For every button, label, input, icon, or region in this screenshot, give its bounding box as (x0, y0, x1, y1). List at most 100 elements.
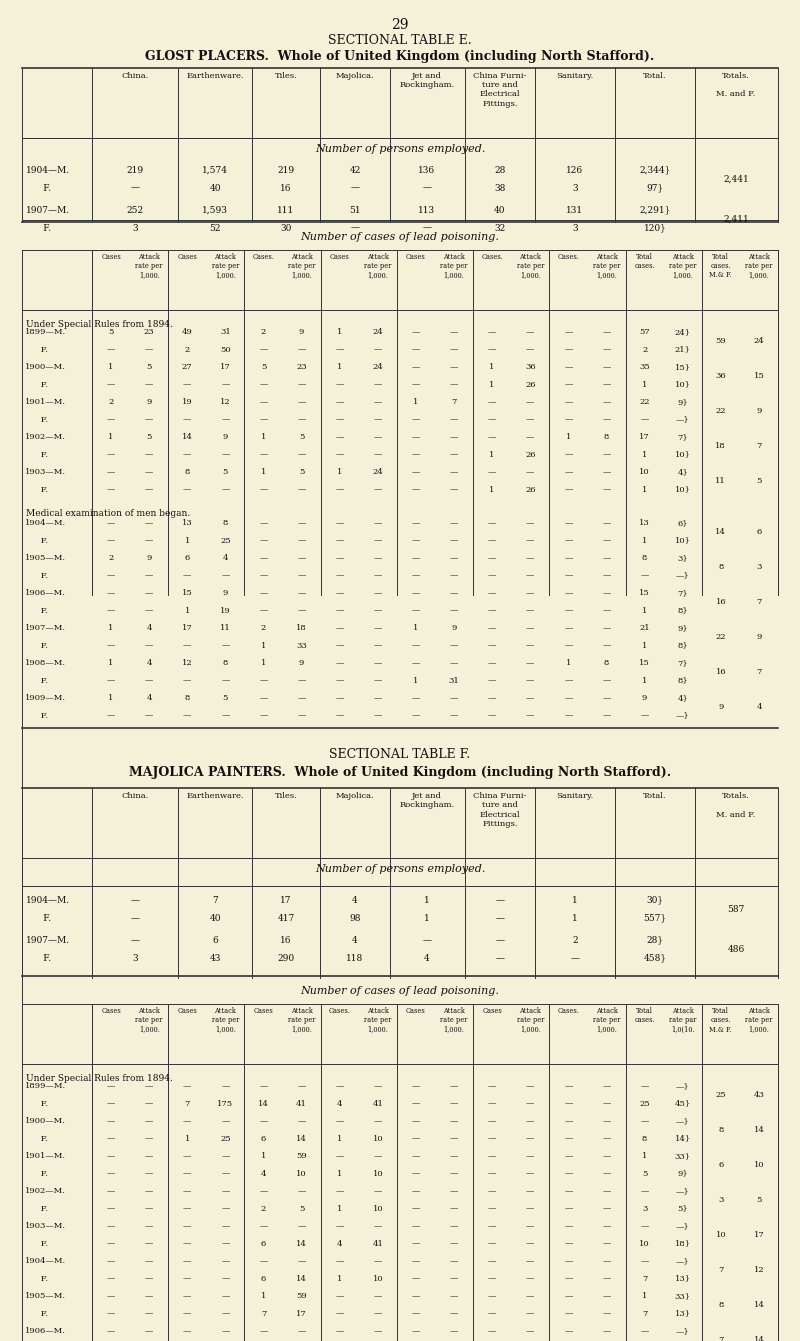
Text: 3: 3 (132, 224, 138, 232)
Text: —}: —} (676, 416, 690, 424)
Text: —: — (602, 398, 610, 406)
Text: —: — (564, 1187, 573, 1195)
Text: —: — (183, 1275, 191, 1283)
Text: —: — (488, 1082, 496, 1090)
Text: 18}: 18} (674, 1239, 690, 1247)
Text: 33}: 33} (674, 1152, 690, 1160)
Text: —: — (641, 571, 649, 579)
Text: —: — (450, 606, 458, 614)
Text: —: — (259, 416, 268, 424)
Text: 14: 14 (754, 1336, 764, 1341)
Text: —: — (488, 1187, 496, 1195)
Text: 28}: 28} (646, 936, 663, 945)
Text: 43: 43 (210, 953, 221, 963)
Text: 1908—M.: 1908—M. (25, 658, 66, 666)
Text: —: — (107, 571, 115, 579)
Text: 252: 252 (126, 205, 143, 215)
Text: —: — (374, 1117, 382, 1125)
Text: —: — (107, 1187, 115, 1195)
Text: —: — (412, 589, 420, 597)
Text: —: — (222, 571, 230, 579)
Text: 7}: 7} (678, 658, 688, 666)
Text: 17: 17 (220, 363, 230, 371)
Text: 8: 8 (642, 1134, 647, 1143)
Text: F.: F. (25, 416, 48, 424)
Text: —: — (350, 224, 359, 232)
Text: —: — (570, 953, 579, 963)
Text: 26: 26 (525, 485, 535, 493)
Text: —: — (145, 1222, 154, 1230)
Text: 15}: 15} (674, 363, 690, 371)
Text: 7: 7 (451, 398, 457, 406)
Text: —: — (183, 1258, 191, 1266)
Text: —: — (374, 658, 382, 666)
Text: 40: 40 (210, 184, 221, 193)
Text: 417: 417 (278, 913, 294, 923)
Text: 10}: 10} (674, 485, 690, 493)
Text: —: — (145, 1258, 154, 1266)
Text: —: — (107, 1100, 115, 1108)
Text: —: — (145, 519, 154, 527)
Text: —: — (412, 536, 420, 544)
Text: —: — (450, 1187, 458, 1195)
Text: —: — (107, 641, 115, 649)
Text: —: — (526, 329, 534, 337)
Text: 126: 126 (566, 165, 583, 174)
Text: 9: 9 (146, 554, 152, 562)
Text: —: — (374, 433, 382, 441)
Text: 1900—M.: 1900—M. (25, 363, 66, 371)
Text: 7: 7 (261, 1310, 266, 1318)
Text: 1: 1 (490, 381, 495, 389)
Text: 3: 3 (642, 1204, 647, 1212)
Text: —: — (495, 953, 505, 963)
Text: —: — (526, 1328, 534, 1336)
Text: 36: 36 (525, 363, 535, 371)
Text: Under Special Rules from 1894.: Under Special Rules from 1894. (26, 320, 173, 329)
Text: —: — (450, 1239, 458, 1247)
Text: —: — (602, 1117, 610, 1125)
Text: Medical examination of men began.: Medical examination of men began. (26, 510, 190, 518)
Text: —: — (564, 346, 573, 354)
Text: —: — (145, 1169, 154, 1177)
Text: —: — (412, 658, 420, 666)
Text: —: — (107, 485, 115, 493)
Text: Cases: Cases (101, 1007, 121, 1015)
Text: —: — (222, 712, 230, 720)
Text: 1906—M.: 1906—M. (25, 1328, 66, 1336)
Text: 15: 15 (182, 589, 193, 597)
Text: —: — (564, 1328, 573, 1336)
Text: —: — (495, 896, 505, 905)
Text: 113: 113 (418, 205, 435, 215)
Text: —: — (259, 346, 268, 354)
Text: 6}: 6} (678, 519, 688, 527)
Text: 111: 111 (278, 205, 294, 215)
Text: —: — (602, 1187, 610, 1195)
Text: 10}: 10} (674, 536, 690, 544)
Text: —: — (222, 1187, 230, 1195)
Text: —: — (602, 1258, 610, 1266)
Text: —: — (183, 1239, 191, 1247)
Text: 9: 9 (299, 329, 304, 337)
Text: —: — (450, 1169, 458, 1177)
Text: —: — (488, 416, 496, 424)
Text: —: — (564, 1082, 573, 1090)
Text: 49: 49 (182, 329, 193, 337)
Text: —: — (641, 1187, 649, 1195)
Text: —: — (335, 606, 344, 614)
Text: China.: China. (122, 72, 149, 80)
Text: 1: 1 (566, 433, 571, 441)
Text: —: — (450, 1258, 458, 1266)
Text: —: — (222, 1152, 230, 1160)
Text: 13}: 13} (674, 1310, 690, 1318)
Text: 40: 40 (210, 913, 221, 923)
Text: Sanitary.: Sanitary. (556, 72, 594, 80)
Text: —: — (526, 1187, 534, 1195)
Text: 24: 24 (754, 337, 764, 345)
Text: —: — (412, 1134, 420, 1143)
Text: —: — (602, 381, 610, 389)
Text: —: — (145, 1082, 154, 1090)
Text: —: — (488, 554, 496, 562)
Text: —: — (602, 1222, 610, 1230)
Text: —: — (412, 554, 420, 562)
Text: 8: 8 (604, 433, 609, 441)
